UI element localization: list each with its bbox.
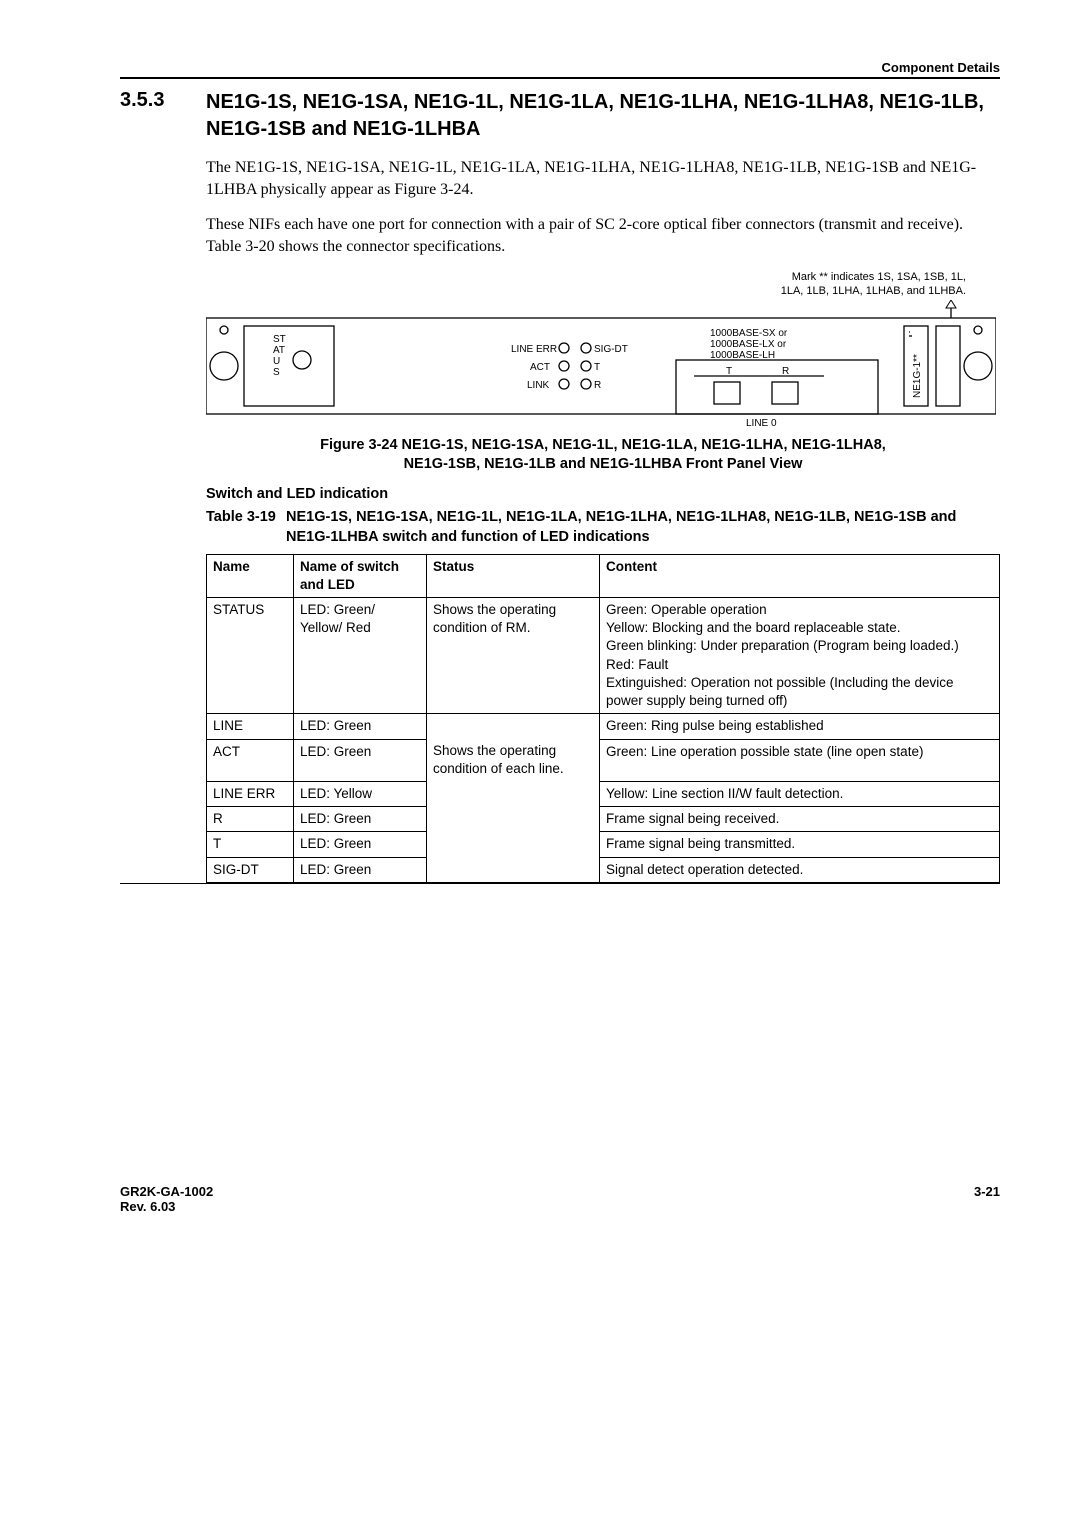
figure-caption-line1: Figure 3-24 NE1G-1S, NE1G-1SA, NE1G-1L, … [320, 437, 886, 453]
cell-switch: LED: Green [294, 832, 427, 857]
th-name: Name [207, 554, 294, 597]
cell-status [427, 714, 600, 739]
footer-rule [120, 883, 1000, 884]
cell-status [427, 807, 600, 832]
cell-name: R [207, 807, 294, 832]
cell-content: Green: Line operation possible state (li… [600, 739, 1000, 781]
table-row: ACT LED: Green Shows the operating condi… [207, 739, 1000, 781]
table-row: T LED: Green Frame signal being transmit… [207, 832, 1000, 857]
cell-name: ACT [207, 739, 294, 781]
th-status: Status [427, 554, 600, 597]
cell-name: STATUS [207, 598, 294, 714]
footer-left: GR2K-GA-1002 Rev. 6.03 [120, 1184, 213, 1214]
svg-text:STATUS: STATUS [273, 334, 286, 378]
svg-text:LINE ERR: LINE ERR [511, 344, 557, 355]
cell-status [427, 832, 600, 857]
table-row: R LED: Green Frame signal being received… [207, 807, 1000, 832]
cell-content: Frame signal being received. [600, 807, 1000, 832]
intro-para-2: These NIFs each have one port for connec… [206, 214, 1000, 257]
cell-status [427, 857, 600, 882]
cell-status: Shows the operating condition of each li… [427, 739, 600, 781]
svg-text:SIG-DT: SIG-DT [594, 344, 628, 355]
page-header-right: Component Details [120, 60, 1000, 75]
cell-name: SIG-DT [207, 857, 294, 882]
doc-rev: Rev. 6.03 [120, 1199, 175, 1214]
cell-content: Yellow: Line section II/W fault detectio… [600, 781, 1000, 806]
cell-switch: LED: Green [294, 857, 427, 882]
mark-note-line2: 1LA, 1LB, 1LHA, 1LHAB, and 1LHBA. [781, 285, 966, 297]
cell-content: Green: Ring pulse being established [600, 714, 1000, 739]
page-footer: GR2K-GA-1002 Rev. 6.03 3-21 [120, 1184, 1000, 1214]
table-row: LINE ERR LED: Yellow Yellow: Line sectio… [207, 781, 1000, 806]
cell-switch: LED: Green [294, 807, 427, 832]
th-switch: Name of switch and LED [294, 554, 427, 597]
table-row: SIG-DT LED: Green Signal detect operatio… [207, 857, 1000, 882]
table-row: STATUS LED: Green/ Yellow/ Red Shows the… [207, 598, 1000, 714]
doc-id: GR2K-GA-1002 [120, 1184, 213, 1199]
mark-note-line1: Mark ** indicates 1S, 1SA, 1SB, 1L, [792, 271, 966, 283]
page-number: 3-21 [974, 1184, 1000, 1214]
cell-content: Frame signal being transmitted. [600, 832, 1000, 857]
cell-status: Shows the operating condition of RM. [427, 598, 600, 714]
svg-text:T: T [594, 362, 600, 373]
svg-text:1000BASE-LX or: 1000BASE-LX or [710, 339, 787, 350]
table-header-row: Name Name of switch and LED Status Conte… [207, 554, 1000, 597]
th-content: Content [600, 554, 1000, 597]
cell-status [427, 781, 600, 806]
svg-text:LINK: LINK [527, 380, 550, 391]
header-rule [120, 77, 1000, 79]
intro-para-1: The NE1G-1S, NE1G-1SA, NE1G-1L, NE1G-1LA… [206, 157, 1000, 200]
section-title: NE1G-1S, NE1G-1SA, NE1G-1L, NE1G-1LA, NE… [206, 89, 1000, 143]
table-row: LINE LED: Green Green: Ring pulse being … [207, 714, 1000, 739]
svg-text:ACT: ACT [530, 362, 550, 373]
figure-caption: Figure 3-24 NE1G-1S, NE1G-1SA, NE1G-1L, … [206, 436, 1000, 475]
section-heading: 3.5.3 NE1G-1S, NE1G-1SA, NE1G-1L, NE1G-1… [120, 89, 1000, 143]
figure-caption-line2: NE1G-1SB, NE1G-1LB and NE1G-1LHBA Front … [404, 456, 803, 472]
cell-content: Signal detect operation detected. [600, 857, 1000, 882]
cell-name: LINE ERR [207, 781, 294, 806]
svg-text:1000BASE-LH: 1000BASE-LH [710, 350, 775, 361]
cell-name: T [207, 832, 294, 857]
svg-text:LINE 0: LINE 0 [746, 418, 777, 429]
front-panel-diagram: .ln{stroke:#000;fill:none;stroke-width:1… [206, 300, 996, 430]
led-table: Name Name of switch and LED Status Conte… [206, 554, 1000, 883]
cell-name: LINE [207, 714, 294, 739]
cell-switch: LED: Green [294, 739, 427, 781]
svg-text:R: R [594, 380, 601, 391]
cell-switch: LED: Yellow [294, 781, 427, 806]
svg-text:NE1G-1**: NE1G-1** [912, 354, 923, 398]
cell-content: Green: Operable operation Yellow: Blocki… [600, 598, 1000, 714]
table-caption: Table 3-19 NE1G-1S, NE1G-1SA, NE1G-1L, N… [206, 508, 1000, 547]
section-number: 3.5.3 [120, 89, 206, 143]
mark-note: Mark ** indicates 1S, 1SA, 1SB, 1L, 1LA,… [206, 271, 966, 297]
table-caption-label: Table 3-19 [206, 508, 286, 547]
cell-switch: LED: Green/ Yellow/ Red [294, 598, 427, 714]
svg-text:1000BASE-SX or: 1000BASE-SX or [710, 328, 788, 339]
table-caption-text: NE1G-1S, NE1G-1SA, NE1G-1L, NE1G-1LA, NE… [286, 508, 1000, 547]
cell-switch: LED: Green [294, 714, 427, 739]
switch-led-subhead: Switch and LED indication [206, 485, 1000, 505]
